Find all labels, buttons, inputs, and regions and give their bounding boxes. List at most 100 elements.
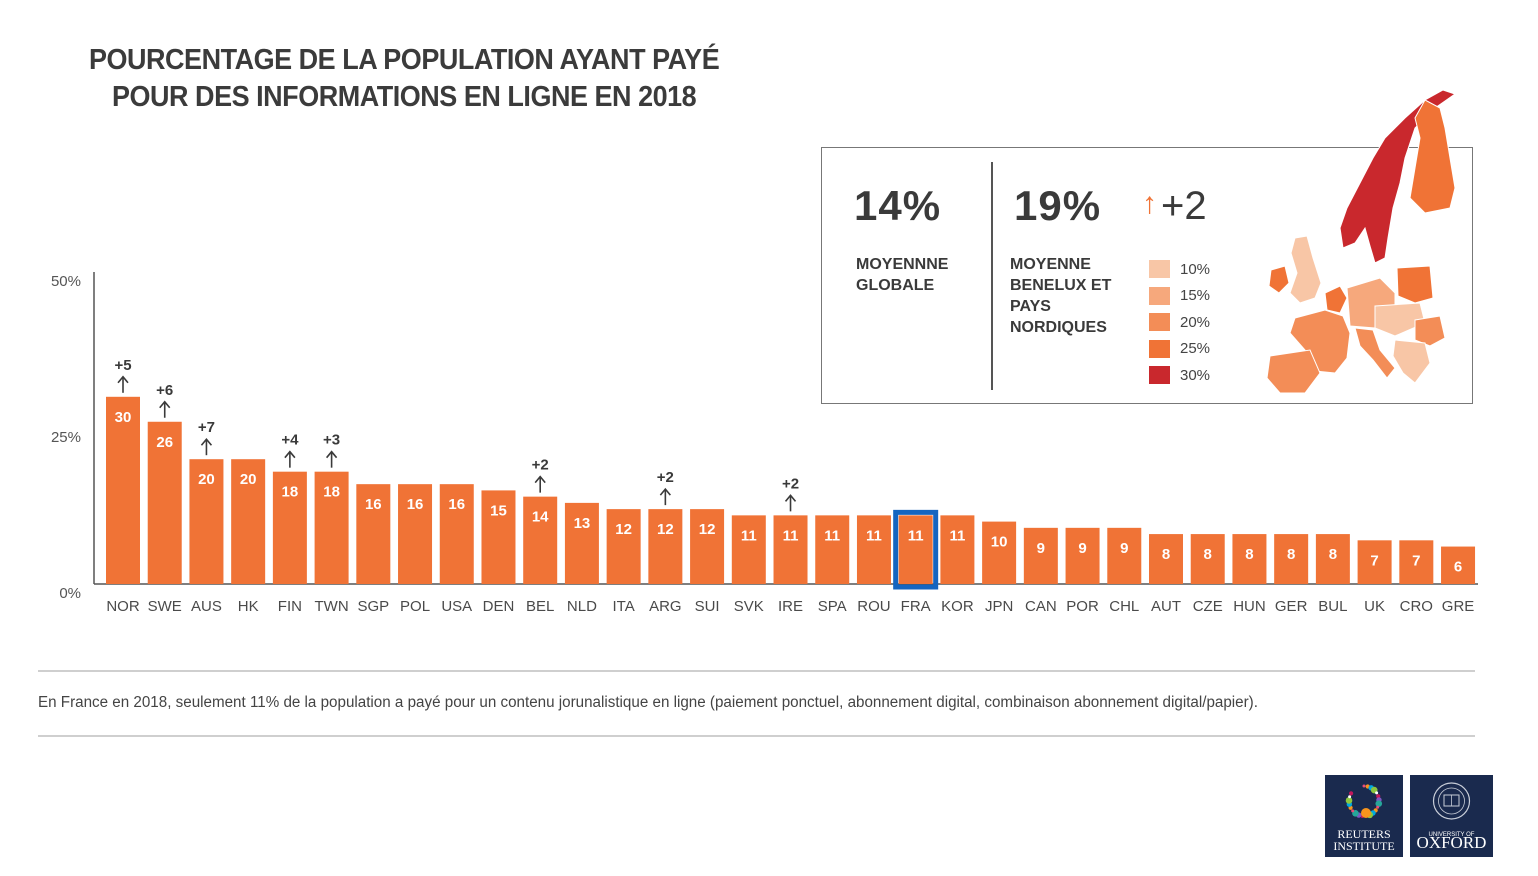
bar-ita: [606, 509, 641, 584]
bar-value-label: 8: [1287, 546, 1295, 563]
oxford-logo: UNIVERSITY OF OXFORD: [1410, 775, 1493, 857]
oxford-crest-icon: [1432, 782, 1471, 820]
legend-item: 25%: [1149, 336, 1210, 363]
chart-title: POURCENTAGE DE LA POPULATION AYANT PAYÉ …: [60, 42, 748, 116]
bars: 30 +5 26 +6 20 +7 20 18 +4 18 +3 16 16 16 15 14 +2 13 12 12…: [106, 357, 1476, 590]
bar-spa: [815, 515, 850, 584]
regional-label-line-1: MOYENNE: [1010, 256, 1091, 273]
x-tick-label: HUN: [1233, 598, 1266, 615]
change-label: +7: [198, 419, 215, 436]
bar-value-label: 20: [240, 471, 257, 488]
bar-cro: [1399, 540, 1434, 584]
global-label-line-2: GLOBALE: [856, 277, 935, 294]
change-label: +2: [532, 457, 549, 474]
x-tick-label: SWE: [148, 598, 182, 615]
map-region-balkans: [1392, 339, 1431, 384]
bar-value-label: 11: [824, 527, 840, 544]
legend-swatch: [1149, 339, 1170, 358]
change-arrow-icon: [534, 475, 546, 493]
map-region-finland: [1409, 99, 1456, 214]
bar-gre: [1441, 546, 1476, 584]
bar-ger: [1274, 534, 1309, 584]
bar-value-label: 20: [198, 471, 215, 488]
y-tick-label: 0%: [59, 585, 81, 602]
bar-value-label: 26: [156, 434, 173, 451]
bar-value-label: 30: [115, 409, 132, 426]
bar-swe: [147, 421, 182, 584]
legend-label: 25%: [1180, 340, 1211, 358]
legend-item: 15%: [1149, 283, 1210, 310]
bar-value-label: 15: [490, 502, 507, 519]
regional-change: ↑ +2: [1142, 184, 1207, 229]
global-label-line-1: MOYENNNE: [856, 256, 949, 273]
bar-kor: [940, 515, 975, 584]
x-tick-label: IRE: [778, 598, 803, 615]
bar-fin: [272, 471, 307, 584]
bar-cze: [1190, 534, 1225, 584]
x-tick-label: JPN: [985, 598, 1013, 615]
regional-label-line-3: PAYS: [1010, 298, 1051, 315]
bar-value-label: 11: [783, 527, 799, 544]
bar-arg: [648, 509, 683, 584]
y-tick-label: 50%: [51, 273, 81, 290]
change-arrow-icon: [784, 494, 797, 512]
bar-value-label: 9: [1120, 540, 1128, 557]
bar-svk: [731, 515, 766, 584]
x-tick-label: BEL: [526, 598, 554, 615]
bar-value-label: 16: [407, 496, 424, 513]
bar-chl: [1107, 527, 1142, 584]
regional-label-line-4: NORDIQUES: [1010, 319, 1107, 336]
bar-value-label: 8: [1245, 546, 1253, 563]
bar-rou: [856, 515, 891, 584]
x-tick-label: KOR: [941, 598, 974, 615]
change-arrow-icon: [117, 375, 129, 393]
legend-label: 15%: [1180, 287, 1211, 305]
reuters-institute-logo: REUTERS INSTITUTE: [1325, 775, 1403, 857]
x-tick-label: POL: [400, 598, 430, 615]
bar-aut: [1149, 534, 1183, 584]
oxford-logo-line-2: OXFORD: [1416, 833, 1487, 852]
map-region-france: [1289, 309, 1351, 374]
map-region-scandinavia: [1339, 89, 1457, 264]
change-arrow-icon: [284, 450, 296, 468]
change-label: +5: [114, 357, 131, 374]
x-tick-label: CRO: [1400, 598, 1433, 615]
regional-label-line-2: BENELUX ET: [1010, 277, 1112, 294]
bar-aus: [189, 459, 224, 584]
x-axis-labels: NOR SWE AUS HK FIN TWN SGP POL USA DEN BEL NLD ITA AR…: [106, 598, 1474, 615]
divider-bottom: [38, 735, 1475, 737]
x-tick-label: ITA: [613, 598, 635, 615]
bar-value-label: 8: [1329, 546, 1337, 563]
bar-sgp: [356, 484, 391, 584]
change-arrow-icon: [659, 487, 671, 506]
chart-title-line-2: POUR DES INFORMATIONS EN LIGNE EN 2018: [111, 81, 697, 113]
bar-fra: [898, 515, 933, 584]
x-tick-label: NOR: [106, 598, 140, 615]
bar-pol: [398, 484, 433, 584]
legend-swatch: [1149, 366, 1170, 385]
bar-value-label: 18: [282, 484, 299, 501]
bar-value-label: 18: [323, 484, 340, 501]
map-region-central-east: [1374, 302, 1426, 337]
x-tick-label: SVK: [734, 598, 764, 615]
bar-uk: [1357, 540, 1392, 584]
bar-twn: [314, 471, 349, 584]
change-label: +6: [156, 382, 173, 399]
map-region-ireland: [1268, 265, 1290, 294]
bar-nld: [564, 502, 599, 584]
bar-value-label: 13: [574, 515, 591, 532]
bar-hk: [231, 459, 266, 584]
legend-label: 20%: [1180, 313, 1211, 331]
bar-value-label: 12: [699, 521, 716, 538]
x-tick-label: NLD: [567, 598, 597, 615]
bar-value-label: 8: [1162, 546, 1170, 563]
x-tick-label: ARG: [649, 598, 682, 615]
map-region-poland: [1396, 265, 1434, 304]
bar-ire: [773, 515, 808, 584]
y-tick-label: 25%: [51, 429, 81, 446]
change-arrow-icon: [200, 437, 213, 456]
x-tick-label: ROU: [857, 598, 890, 615]
bar-value-label: 12: [615, 521, 632, 538]
map-region-romania: [1414, 315, 1446, 347]
bar-value-label: 12: [657, 521, 674, 538]
